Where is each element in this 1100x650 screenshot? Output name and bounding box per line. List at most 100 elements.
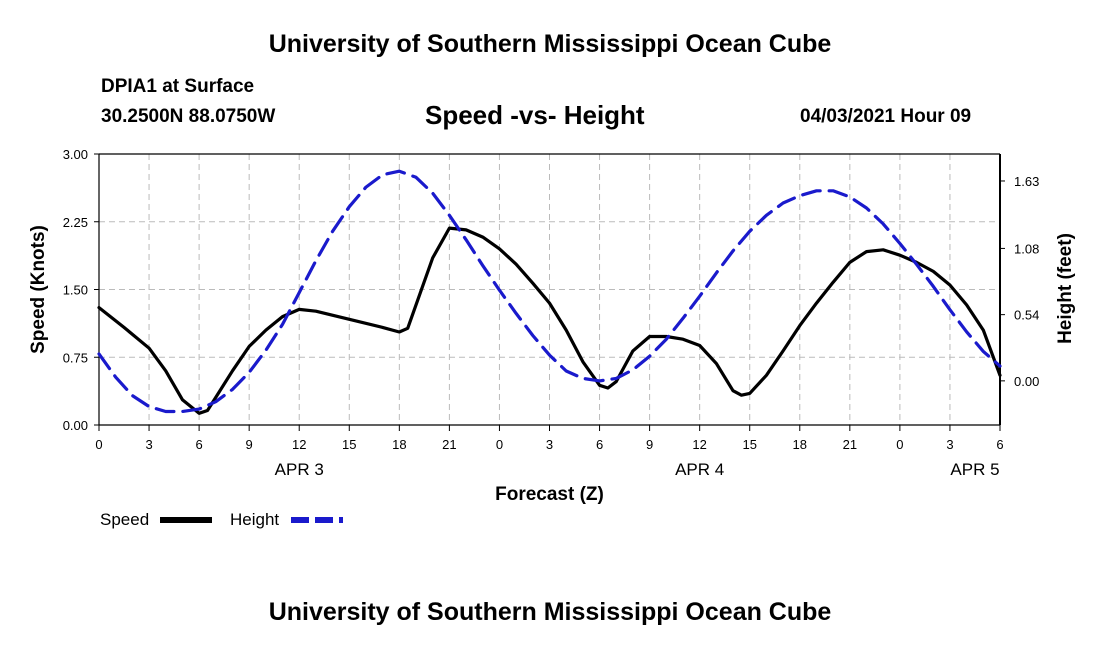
height-data-point <box>883 223 884 224</box>
speed-data-point <box>399 332 400 333</box>
speed-data-point <box>616 381 617 382</box>
day-label: APR 4 <box>675 460 724 479</box>
speed-data-point <box>99 307 100 308</box>
speed-data-point <box>482 237 483 238</box>
x-tick-label: 3 <box>145 437 152 452</box>
speed-data-point <box>249 346 250 347</box>
speed-data-point <box>883 249 884 250</box>
station-label: DPIA1 at Surface <box>101 76 255 97</box>
speed-data-point <box>207 410 208 411</box>
speed-data-point <box>265 330 266 331</box>
speed-data-point <box>182 399 183 400</box>
height-data-point <box>349 206 350 207</box>
height-data-point <box>149 406 150 407</box>
height-data-point <box>716 272 717 273</box>
x-tick-label: 15 <box>342 437 356 452</box>
x-tick-label: 21 <box>442 437 456 452</box>
speed-data-point <box>899 255 900 256</box>
speed-data-point <box>432 257 433 258</box>
forecast-datetime: 04/03/2021 Hour 09 <box>800 106 972 127</box>
speed-data-point <box>466 229 467 230</box>
height-data-point <box>499 290 500 291</box>
height-data-point <box>866 208 867 209</box>
height-data-point <box>482 265 483 266</box>
y2-tick-label: 0.54 <box>1014 308 1039 323</box>
speed-data-point <box>382 327 383 328</box>
height-data-point <box>99 353 100 354</box>
speed-data-point <box>566 330 567 331</box>
height-data-point <box>899 243 900 244</box>
height-data-point <box>849 196 850 197</box>
x-tick-label: 0 <box>496 437 503 452</box>
height-data-point <box>916 264 917 265</box>
height-data-point <box>966 331 967 332</box>
x-tick-label: 12 <box>292 437 306 452</box>
speed-data-point <box>124 327 125 328</box>
chart-top-title: University of Southern Mississippi Ocean… <box>268 30 832 58</box>
x-tick-label: 6 <box>596 437 603 452</box>
speed-data-point <box>299 309 300 310</box>
height-data-point <box>566 371 567 372</box>
x-tick-label: 18 <box>392 437 406 452</box>
height-data-point <box>182 411 183 412</box>
height-data-point <box>616 378 617 379</box>
height-data-point <box>132 395 133 396</box>
speed-data-point <box>741 395 742 396</box>
y2-tick-label: 0.00 <box>1014 374 1039 389</box>
chart-subtitle: Speed -vs- Height <box>425 100 645 130</box>
x-tick-label: 9 <box>246 437 253 452</box>
height-data-point <box>265 350 266 351</box>
height-data-point <box>516 313 517 314</box>
speed-data-point <box>733 390 734 391</box>
speed-data-point <box>799 325 800 326</box>
speed-data-point <box>749 393 750 394</box>
speed-series-line <box>97 226 1002 415</box>
height-data-point <box>532 335 533 336</box>
y-axis-title: Speed (Knots) <box>28 225 49 354</box>
x-tick-label: 3 <box>546 437 553 452</box>
speed-data-point <box>407 328 408 329</box>
speed-data-point <box>199 413 200 414</box>
height-data-point <box>599 380 600 381</box>
speed-data-point <box>632 350 633 351</box>
x-tick-label: 21 <box>843 437 857 452</box>
height-data-point <box>382 174 383 175</box>
speed-data-point <box>349 319 350 320</box>
height-data-point <box>649 356 650 357</box>
height-data-point <box>833 190 834 191</box>
speed-data-point <box>532 283 533 284</box>
legend-speed-label: Speed <box>100 510 149 529</box>
y-tick-label: 2.25 <box>63 215 88 230</box>
height-data-point <box>783 203 784 204</box>
height-data-point <box>249 372 250 373</box>
x-tick-label: 3 <box>946 437 953 452</box>
y-tick-label: 1.50 <box>63 283 88 298</box>
height-data-point <box>282 324 283 325</box>
day-label: APR 3 <box>275 460 324 479</box>
speed-data-point <box>783 350 784 351</box>
speed-data-point <box>1000 375 1001 376</box>
height-data-point <box>816 190 817 191</box>
speed-data-point <box>149 348 150 349</box>
height-data-point <box>199 409 200 410</box>
height-data-point <box>632 369 633 370</box>
speed-data-point <box>833 282 834 283</box>
y2-axis-title: Height (feet) <box>1055 233 1076 344</box>
y-tick-label: 0.00 <box>63 418 88 433</box>
x-tick-label: 0 <box>896 437 903 452</box>
speed-data-point <box>315 311 316 312</box>
speed-data-point <box>549 303 550 304</box>
speed-data-point <box>699 345 700 346</box>
speed-data-point <box>516 264 517 265</box>
speed-data-point <box>849 262 850 263</box>
height-data-point <box>366 187 367 188</box>
x-axis-title: Forecast (Z) <box>495 484 604 505</box>
height-data-point <box>766 215 767 216</box>
height-data-point <box>733 250 734 251</box>
height-data-point <box>432 193 433 194</box>
height-data-point <box>165 411 166 412</box>
height-data-point <box>666 339 667 340</box>
height-data-point <box>232 389 233 390</box>
speed-data-point <box>716 363 717 364</box>
